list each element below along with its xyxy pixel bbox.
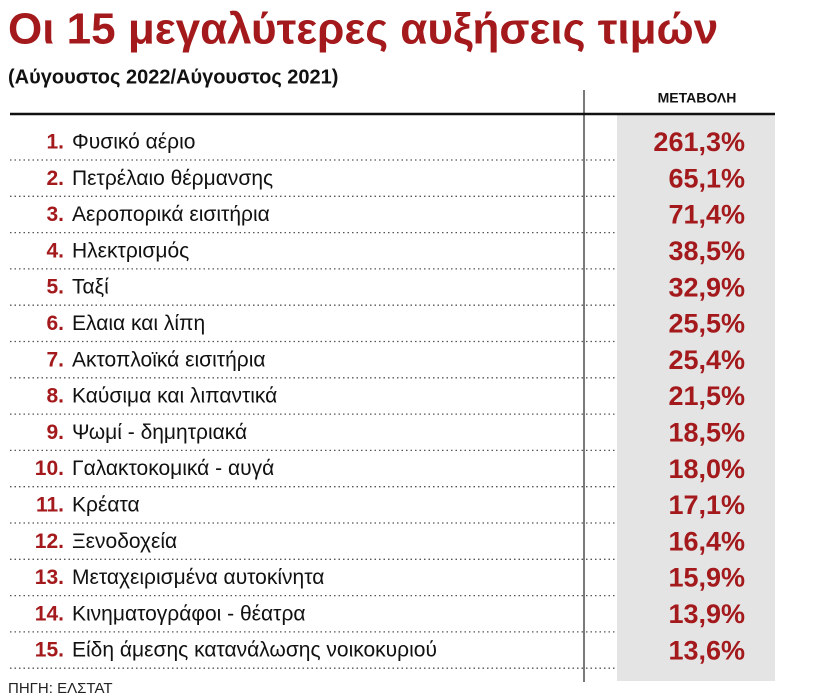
rank: 3. [46,203,64,226]
rank: 7. [46,348,64,371]
item-name: Ηλεκτρισμός [72,239,189,262]
rank: 9. [46,421,64,444]
item-name: Πετρέλαιο θέρμανσης [72,167,273,190]
change-value: 25,4% [668,345,745,375]
value-column-band [617,115,775,681]
rank: 4. [46,239,64,262]
rank: 10. [35,457,64,480]
item-name: Φυσικό αέριο [72,131,195,154]
change-value: 13,9% [668,599,745,629]
change-value: 16,4% [668,526,745,556]
rank: 12. [35,530,64,553]
change-value: 17,1% [668,490,745,520]
column-header: ΜΕΤΑΒΟΛΗ [658,90,737,106]
change-value: 18,5% [668,418,745,448]
rank: 13. [35,566,64,589]
change-value: 25,5% [668,309,745,339]
rank: 5. [46,276,64,299]
change-value: 13,6% [668,635,745,665]
item-name: Αεροπορικά εισιτήρια [72,203,270,226]
source: ΠΗΓΗ: ΕΛΣΤΑΤ [8,680,113,697]
item-name: Είδη άμεσης κατανάλωσης νοικοκυριού [72,639,437,662]
change-value: 18,0% [668,454,745,484]
change-value: 38,5% [668,236,745,266]
change-value: 32,9% [668,272,745,302]
item-name: Κινηματογράφοι - θέατρα [72,602,306,625]
change-value: 15,9% [668,563,745,593]
rank: 11. [36,494,64,517]
subtitle: (Αύγουστος 2022/Αύγουστος 2021) [8,66,338,88]
item-name: Ελαια και λίπη [72,312,205,335]
item-name: Ψωμί - δημητριακά [72,421,247,444]
rank: 6. [46,312,64,335]
item-name: Κρέατα [72,494,140,517]
rank: 1. [46,131,64,154]
item-name: Ταξί [72,276,109,299]
change-value: 71,4% [668,200,745,230]
item-name: Μεταχειρισμένα αυτοκίνητα [72,566,324,589]
rank: 14. [35,602,64,625]
item-name: Ξενοδοχεία [72,530,177,553]
rank: 2. [46,167,64,190]
title: Οι 15 μεγαλύτερες αυξήσεις τιμών [8,5,718,54]
change-value: 21,5% [668,381,745,411]
change-value: 65,1% [668,163,745,193]
rank: 8. [46,385,64,408]
rank: 15. [35,639,64,662]
item-name: Ακτοπλοϊκά εισιτήρια [72,348,266,371]
item-name: Γαλακτοκομικά - αυγά [72,457,274,480]
change-value: 261,3% [653,127,745,157]
item-name: Καύσιμα και λιπαντικά [72,385,277,408]
